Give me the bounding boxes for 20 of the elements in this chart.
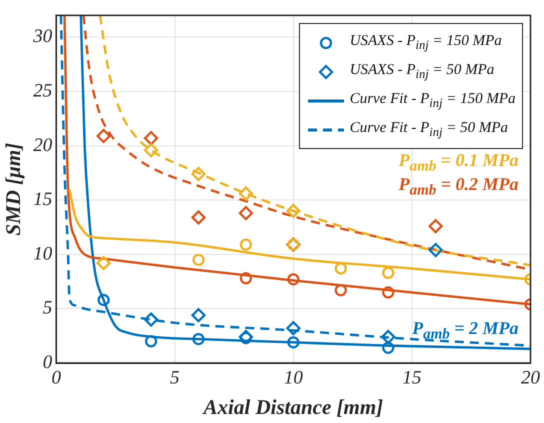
- x-tick-label: 15: [402, 367, 422, 388]
- legend-label: USAXS - P$_{inj}$ = 50 MPa: [350, 62, 494, 82]
- y-tick-label: 0: [42, 352, 53, 373]
- y-tick-label: 10: [33, 243, 53, 264]
- y-tick-label: 30: [32, 26, 53, 48]
- y-tick-label: 25: [33, 80, 52, 102]
- y-tick-label: 5: [42, 298, 52, 319]
- legend-label: Curve Fit - P$_{inj}$ = 150 MPa: [350, 90, 516, 111]
- y-tick-label: 15: [33, 189, 52, 210]
- annotation: P$_{amb}$ = 2 MPa: [412, 318, 518, 345]
- x-tick-label: 5: [170, 367, 180, 388]
- legend-label: Curve Fit - P$_{inj}$ = 50 MPa: [350, 120, 508, 140]
- y-axis-title: SMD [μm]: [1, 142, 26, 236]
- annotation: P$_{amb}$ = 0.2 MPa: [398, 174, 518, 201]
- annotation: P$_{amb}$ = 0.1 MPa: [398, 150, 518, 175]
- x-tick-label: 20: [521, 367, 540, 388]
- x-axis-title: Axial Distance [mm]: [202, 394, 384, 419]
- x-tick-label: 10: [284, 367, 304, 388]
- y-tick-label: 20: [33, 134, 53, 156]
- legend-label: USAXS - P$_{inj}$ = 150 MPa: [350, 32, 502, 53]
